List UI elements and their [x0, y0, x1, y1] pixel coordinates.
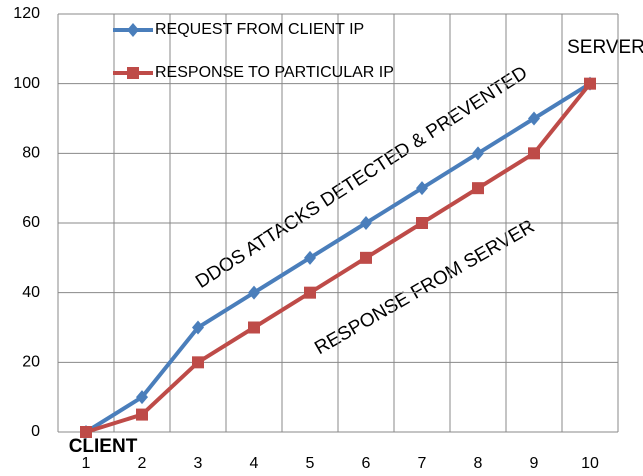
y-tick-label: 40: [22, 284, 40, 301]
marker: [528, 147, 540, 160]
marker: [80, 426, 92, 438]
x-tick-label: 2: [138, 455, 147, 472]
legend-label: RESPONSE TO PARTICULAR IP: [155, 64, 394, 81]
legend-label: REQUEST FROM CLIENT IP: [155, 21, 364, 38]
x-tick-label: 8: [474, 455, 483, 472]
marker: [192, 356, 204, 369]
annotation: SERVER: [567, 37, 643, 58]
x-tick-label: 10: [581, 455, 599, 472]
y-tick-label: 20: [22, 354, 40, 371]
marker: [248, 321, 260, 334]
annotation: CLIENT: [69, 436, 138, 457]
y-tick-label: 80: [22, 145, 40, 162]
marker: [136, 408, 148, 421]
series-line: [85, 82, 592, 434]
marker: [360, 216, 372, 230]
x-tick-label: 6: [362, 455, 371, 472]
x-tick-label: 5: [306, 455, 315, 472]
marker: [360, 251, 372, 264]
y-tick-label: 0: [31, 423, 40, 440]
marker: [127, 67, 139, 79]
x-tick-label: 7: [418, 455, 427, 472]
y-tick-label: 100: [13, 75, 40, 92]
marker: [472, 146, 484, 161]
marker: [127, 23, 139, 37]
x-tick-label: 4: [250, 455, 259, 472]
x-tick-label: 1: [82, 455, 91, 472]
marker: [192, 320, 204, 335]
marker: [248, 285, 260, 300]
plot: 0 20 40 60 80 100 120 1 2 3 4 5 6 7 8 9 10 REQUEST FROM C…: [13, 5, 619, 472]
y-tick-label: 60: [22, 214, 40, 231]
y-tick-label: 120: [13, 5, 40, 22]
marker: [584, 77, 596, 90]
marker: [304, 286, 316, 299]
marker: [472, 182, 484, 195]
marker: [416, 181, 428, 196]
marker: [304, 250, 316, 265]
marker: [416, 217, 428, 229]
marker: [528, 111, 540, 126]
marker: [136, 390, 148, 405]
series-line: [84, 81, 592, 434]
x-tick-label: 9: [530, 455, 539, 472]
x-tick-label: 3: [194, 455, 203, 472]
